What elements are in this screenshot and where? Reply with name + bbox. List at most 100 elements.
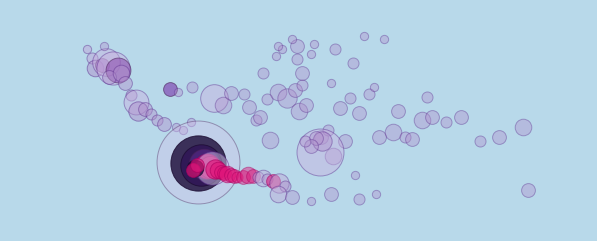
Point [369,86,378,89]
Point [274,181,284,185]
Point [331,47,340,51]
Point [290,88,300,92]
Point [186,120,196,124]
Point [239,175,248,179]
Point [88,56,97,60]
Point [159,122,168,126]
Point [262,97,272,101]
Point [244,173,253,177]
Point [441,120,451,124]
Point [340,140,350,143]
Point [248,174,258,178]
Point [389,130,398,134]
Point [179,128,188,132]
Point [323,128,333,132]
Point [364,92,374,96]
Point [192,163,201,167]
Point [345,96,355,100]
Point [297,71,306,75]
Point [271,54,281,58]
Point [348,61,358,65]
Point [218,103,227,107]
Point [278,47,287,51]
Point [287,37,297,41]
Point [193,160,203,164]
Point [210,96,219,100]
Point [292,57,301,60]
Point [113,68,122,72]
Point [208,167,217,170]
Point [273,193,282,196]
Point [259,71,268,75]
Point [202,164,212,168]
Point [216,170,226,174]
Point [174,90,183,94]
Point [378,37,388,41]
Point [456,115,466,119]
Point [317,140,327,143]
Point [239,92,248,96]
Point [199,162,208,166]
Point [408,137,417,141]
Point [133,109,143,113]
Point [519,125,528,129]
Point [315,150,325,154]
Point [104,75,113,79]
Point [205,165,214,169]
Point [187,86,196,89]
Point [101,60,111,64]
Point [108,66,118,70]
Point [316,135,326,139]
Point [126,93,136,97]
Point [152,118,162,122]
Point [329,154,338,158]
Point [475,140,485,143]
Point [294,109,303,113]
Point [355,197,364,201]
Point [494,135,504,139]
Point [297,83,306,87]
Point [280,184,290,188]
Point [282,96,292,100]
Point [189,168,198,172]
Point [269,180,278,183]
Point [214,168,223,172]
Point [196,163,206,167]
Point [355,111,364,114]
Point [265,138,275,141]
Point [427,115,436,119]
Point [165,87,174,91]
Point [251,118,261,122]
Point [301,103,311,107]
Point [306,144,316,148]
Point [99,44,109,48]
Point [222,172,232,176]
Point [524,188,533,192]
Point [193,161,203,165]
Point [97,63,106,67]
Point [326,193,336,196]
Point [90,66,100,70]
Point [211,167,220,171]
Point [350,173,359,177]
Point [229,174,238,178]
Point [131,100,141,104]
Point [82,47,92,51]
Point [171,125,181,129]
Point [336,106,345,110]
Point [226,173,236,177]
Point [256,115,265,119]
Point [263,177,272,181]
Point [393,109,403,113]
Point [232,175,241,179]
Point [422,95,432,99]
Point [311,136,321,140]
Point [300,140,309,143]
Point [146,113,156,116]
Point [253,175,263,179]
Point [359,34,369,38]
Point [258,176,267,180]
Point [306,52,316,56]
Point [190,166,200,170]
Point [374,135,383,139]
